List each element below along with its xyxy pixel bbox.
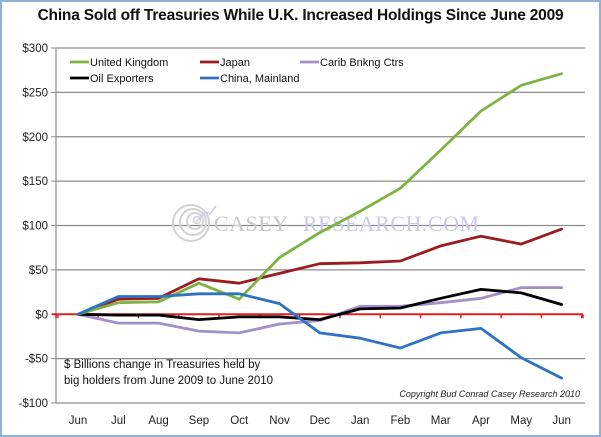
- legend-label: China, Mainland: [220, 73, 300, 85]
- legend-item: Japan: [200, 57, 250, 69]
- y-tick-label: $150: [22, 176, 48, 188]
- note-line-2: big holders from June 2009 to June 2010: [64, 375, 273, 387]
- x-tick-label: Jun: [69, 415, 88, 427]
- x-tick-label: Mar: [431, 415, 451, 427]
- series-line-oil-exporters: [76, 287, 563, 322]
- x-tick-label: May: [510, 415, 532, 427]
- chart-title: China Sold off Treasuries While U.K. Inc…: [37, 7, 564, 24]
- y-tick-label: $200: [22, 132, 48, 144]
- x-tick-label: Jun: [552, 415, 571, 427]
- legend-label: Oil Exporters: [90, 73, 154, 85]
- series-line-japan: [76, 227, 563, 316]
- y-tick-label: $0: [35, 309, 48, 321]
- y-tick-label: $300: [22, 43, 48, 55]
- watermark-casey: CASEY: [214, 211, 289, 236]
- y-tick-label: -$100: [19, 398, 48, 410]
- y-tick-label: $100: [22, 221, 48, 233]
- legend-item: Oil Exporters: [70, 73, 154, 85]
- gridlines: [56, 47, 585, 404]
- axes: $300 $250 $200 $150 $100 $50 $0 -$50 -$100 Jun Jul…: [19, 43, 584, 427]
- x-tick-label: Feb: [390, 415, 410, 427]
- series-line-united-kingdom: [76, 72, 563, 316]
- series-line-carib-bnkng-ctrs: [76, 286, 563, 335]
- x-tick-label: Jul: [111, 415, 126, 427]
- x-tick-label: Aug: [148, 415, 168, 427]
- y-tick-label: -$50: [25, 354, 48, 366]
- note-line-1: $ Billions change in Treasuries held by: [64, 359, 261, 371]
- legend: United Kingdom Japan Carib Bnkng Ctrs Oil E…: [70, 57, 404, 85]
- note-box: $ Billions change in Treasuries held by …: [64, 359, 273, 387]
- y-tick-label: $250: [22, 87, 48, 99]
- legend-item: Carib Bnkng Ctrs: [300, 57, 404, 69]
- x-tick-label: Sep: [189, 415, 209, 427]
- x-tick-label: Oct: [230, 415, 249, 427]
- copyright-text: Copyright Bud Conrad Casey Research 2010: [399, 389, 580, 399]
- legend-item: United Kingdom: [70, 57, 168, 69]
- series-line-china-mainland: [76, 292, 563, 380]
- legend-item: China, Mainland: [200, 73, 300, 85]
- x-tick-label: Dec: [310, 415, 331, 427]
- legend-label: Japan: [220, 57, 250, 69]
- watermark-research: RESEARCH.COM: [303, 211, 480, 236]
- legend-label: Carib Bnkng Ctrs: [320, 57, 404, 69]
- x-tick-label: Jan: [351, 415, 370, 427]
- x-tick-label: Nov: [269, 415, 290, 427]
- x-tick-label: Apr: [472, 415, 490, 427]
- y-tick-label: $50: [29, 265, 48, 277]
- spiral-logo-icon: [172, 204, 217, 242]
- legend-label: United Kingdom: [90, 57, 168, 69]
- series-lines: [76, 72, 563, 380]
- watermark: CASEY RESEARCH.COM: [172, 204, 480, 242]
